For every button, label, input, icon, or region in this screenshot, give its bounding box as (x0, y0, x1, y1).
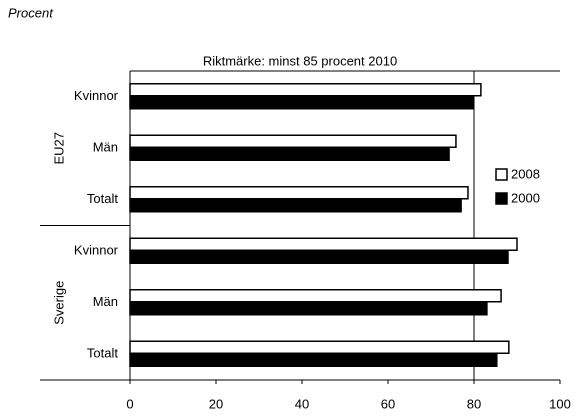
y-tick-label: Män (93, 294, 118, 309)
x-tick-label: 80 (467, 396, 481, 411)
bar (129, 353, 498, 367)
y-tick-label: Kvinnor (74, 243, 119, 258)
legend-swatch (495, 168, 508, 181)
legend-label: 2000 (511, 190, 540, 205)
bar (129, 250, 509, 264)
x-tick-label: 40 (295, 396, 309, 411)
x-tick-label: 100 (549, 396, 571, 411)
bar (129, 96, 474, 110)
x-tick-label: 20 (209, 396, 223, 411)
unit-label: Procent (8, 5, 54, 20)
bar (129, 147, 450, 161)
group-label: Sverige (51, 281, 66, 325)
bar (129, 302, 488, 316)
chart-title: Riktmärke: minst 85 procent 2010 (203, 53, 397, 68)
legend-swatch (495, 192, 508, 205)
bar (129, 83, 482, 97)
y-tick-label: Totalt (87, 346, 118, 361)
y-tick-label: Totalt (87, 191, 118, 206)
y-tick-label: Kvinnor (74, 88, 119, 103)
group-label: EU27 (51, 132, 66, 165)
bar (129, 186, 469, 200)
x-tick-label: 0 (126, 396, 133, 411)
bar (129, 237, 518, 251)
bar (129, 199, 462, 213)
bar (129, 289, 502, 303)
bar (129, 340, 510, 354)
bar (129, 134, 457, 148)
y-tick-label: Män (93, 140, 118, 155)
legend-label: 2008 (511, 166, 540, 181)
x-tick-label: 60 (381, 396, 395, 411)
